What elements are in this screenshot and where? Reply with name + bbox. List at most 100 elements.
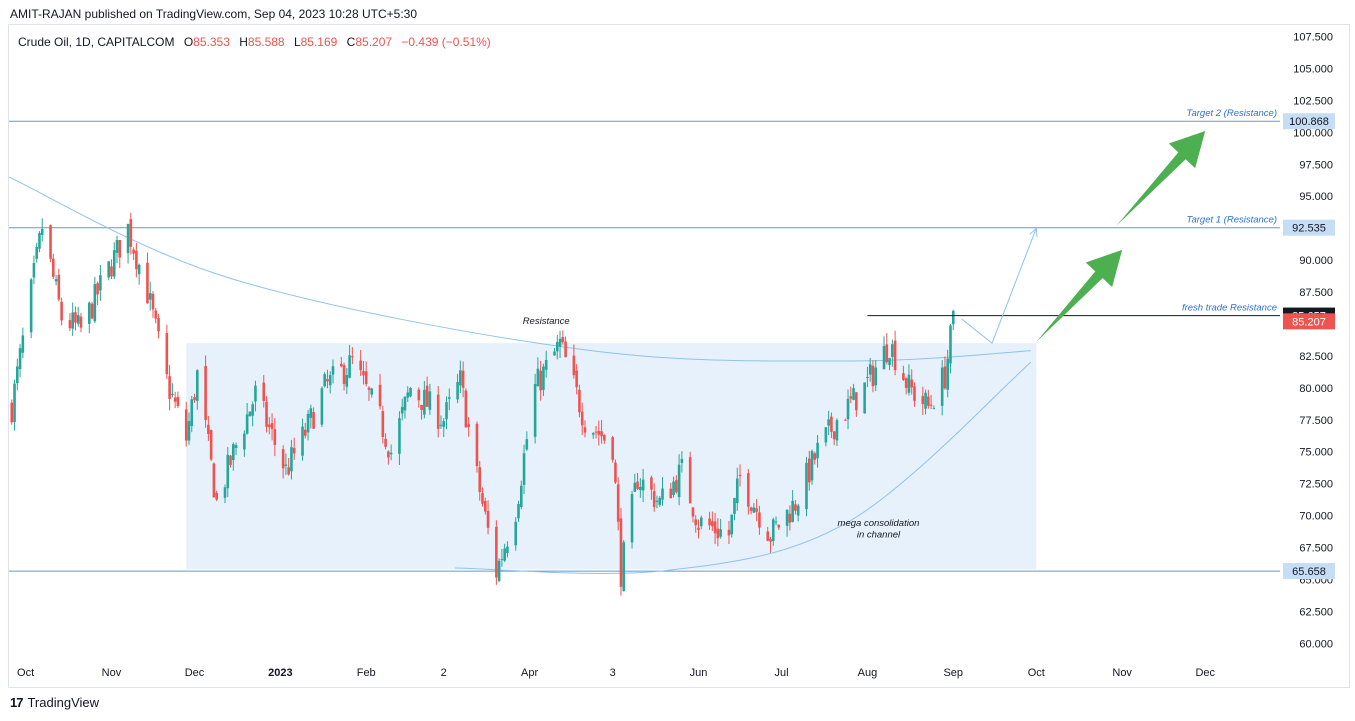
candle-body	[863, 382, 866, 414]
candle-body	[758, 512, 761, 528]
candle-body	[927, 396, 930, 406]
candle-body	[16, 366, 19, 384]
candle-body	[173, 397, 177, 402]
candle-body	[137, 264, 141, 275]
candle-body	[868, 364, 872, 375]
x-tick-label: Sep	[943, 667, 963, 679]
candle-body	[207, 424, 210, 435]
candle-body	[558, 338, 562, 347]
candle-body	[652, 491, 656, 507]
low-label: L	[293, 35, 301, 49]
y-tick-label: 77.500	[1299, 415, 1333, 427]
candle-body	[226, 454, 230, 489]
candle-body	[223, 487, 227, 498]
candle-body	[553, 351, 556, 356]
candle-body	[215, 492, 218, 500]
candle-body	[893, 340, 897, 371]
candle-body	[107, 261, 110, 278]
ohlc-legend: Crude Oil, 1D, CAPITALCOM O85.353 H85.58…	[18, 35, 497, 49]
candle-body	[351, 356, 354, 358]
candle-body	[500, 559, 504, 561]
candle-body	[461, 370, 465, 388]
candle-body	[639, 487, 642, 491]
candle-body	[691, 507, 695, 517]
candle-body	[290, 447, 293, 472]
candle-body	[810, 451, 814, 481]
candle-body	[229, 455, 232, 465]
x-tick-label: Nov	[1112, 667, 1132, 679]
candles-layer	[10, 212, 955, 596]
x-tick-label: Nov	[102, 667, 122, 679]
candle-body	[658, 497, 662, 505]
candle-body	[904, 378, 908, 388]
y-tick-label: 87.500	[1299, 287, 1333, 299]
y-tick-label: 75.000	[1299, 447, 1333, 459]
candle-body	[519, 485, 523, 507]
candle-body	[616, 484, 620, 522]
candle-body	[96, 283, 99, 295]
candle-body	[940, 367, 944, 406]
level-price-tag-bg	[1283, 219, 1335, 236]
candle-body	[254, 385, 257, 402]
candle-body	[168, 376, 171, 399]
candle-body	[423, 389, 426, 415]
y-tick-label: 62.500	[1299, 606, 1333, 618]
candle-body	[110, 266, 113, 277]
candle-body	[273, 429, 277, 445]
candle-body	[301, 426, 304, 456]
candle-body	[18, 348, 22, 370]
projection-arrowhead	[1029, 227, 1038, 238]
candle-body	[328, 375, 332, 386]
x-tick-label: 3	[610, 667, 616, 679]
x-tick-label: Dec	[185, 667, 205, 679]
candle-body	[195, 370, 199, 401]
candle-body	[151, 293, 155, 310]
candle-body	[231, 444, 235, 461]
x-tick-label: 2023	[268, 667, 292, 679]
candle-body	[212, 463, 216, 498]
candle-body	[292, 447, 296, 454]
green-target-arrow	[1036, 249, 1123, 342]
candle-body	[614, 462, 617, 483]
candle-body	[694, 519, 698, 526]
candle-body	[262, 382, 266, 401]
y-tick-label: 70.000	[1299, 511, 1333, 523]
candle-body	[265, 401, 268, 427]
projection-path	[961, 227, 1037, 344]
candle-body	[852, 388, 855, 400]
candle-body	[331, 366, 335, 375]
open-label: O	[183, 35, 194, 49]
candle-body	[184, 409, 188, 441]
candle-body	[93, 284, 97, 322]
candle-body	[326, 379, 329, 382]
candle-body	[486, 511, 490, 528]
y-tick-label: 102.500	[1293, 95, 1333, 107]
candle-body	[57, 274, 61, 300]
candle-body	[583, 427, 587, 433]
candle-body	[655, 500, 659, 502]
high-label: H	[239, 35, 248, 49]
candle-body	[769, 539, 772, 542]
brand-label: TradingView	[27, 695, 100, 710]
y-tick-label: 90.000	[1299, 255, 1333, 267]
candle-body	[564, 341, 567, 358]
candle-body	[339, 363, 343, 367]
candle-body	[777, 524, 781, 528]
candle-body	[622, 542, 626, 592]
candle-body	[650, 477, 653, 490]
low-value: 85.169	[300, 35, 338, 49]
candle-body	[475, 423, 479, 467]
high-value: 85.588	[247, 35, 285, 49]
candle-body	[805, 462, 808, 510]
close-label: C	[346, 35, 356, 49]
y-tick-label: 100.000	[1293, 127, 1333, 139]
candle-body	[428, 391, 432, 410]
chart-annotation: mega consolidation	[838, 518, 920, 529]
level-price-tag: 65.658	[1292, 566, 1326, 578]
candle-body	[417, 389, 421, 401]
candle-body	[907, 374, 911, 393]
candle-body	[439, 424, 443, 426]
candle-body	[13, 383, 16, 423]
candle-body	[287, 467, 290, 475]
